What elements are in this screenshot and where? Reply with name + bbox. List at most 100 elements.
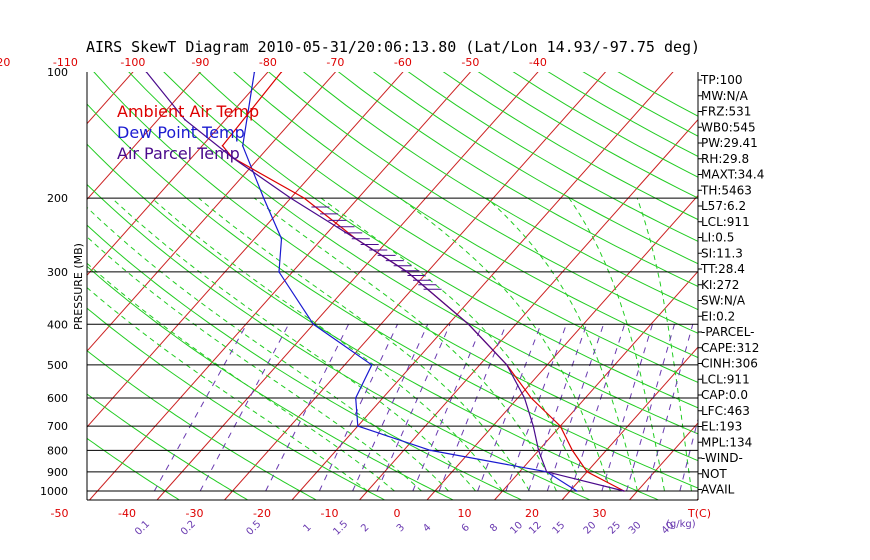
mixing-ratio-label: 10	[508, 520, 525, 537]
isotherm-line	[629, 422, 698, 501]
bottom-temp-unit: T(C)	[687, 507, 711, 520]
legend-dewpoint: Dew Point Temp	[117, 123, 245, 142]
mixing-ratio-label: 8	[488, 522, 500, 534]
mixing-ratio-label: 0.5	[244, 519, 263, 538]
index-label: LI:0.5	[701, 231, 734, 245]
isotherm-line	[426, 194, 698, 501]
mixing-ratio-label: 15	[551, 520, 568, 537]
mixing-ratio-line	[626, 324, 675, 492]
index-label: EI:0.2	[701, 309, 735, 323]
mixing-ratio-line	[646, 324, 694, 492]
dry-adiabat-line	[87, 437, 180, 501]
pressure-tick-label: 400	[47, 318, 68, 331]
isotherm-line	[156, 72, 539, 501]
index-label: EL:193	[701, 420, 742, 434]
dewpoint-profile-point	[429, 449, 432, 452]
isotherm-line	[832, 53, 870, 500]
dewpoint-profile-point	[356, 425, 359, 427]
pressure-tick-label: 300	[47, 266, 68, 279]
dry-adiabat-line	[337, 72, 698, 287]
index-label: FRZ:531	[701, 105, 751, 119]
mixing-ratio-label: 1	[301, 522, 313, 534]
isotherm-line	[87, 72, 337, 352]
legend-parcel: Air Parcel Temp	[117, 144, 240, 163]
dry-adiabat-line	[233, 72, 698, 359]
dry-adiabat-line	[93, 72, 698, 462]
bottom-temp-tick-label: 20	[525, 507, 539, 520]
top-temp-tick-label: -90	[191, 56, 209, 69]
index-label: CAP:0.0	[701, 388, 748, 402]
index-label: WB0:545	[701, 120, 756, 134]
y-axis-label: PRESSURE (MB)	[72, 243, 85, 330]
mixing-ratio-label: 6	[460, 522, 472, 534]
ambient-temp-profile-point	[571, 449, 574, 452]
index-label: TT:28.4	[700, 262, 745, 276]
isotherm-line	[87, 72, 404, 428]
dry-adiabat-line	[87, 103, 698, 489]
mixing-ratio-label: 4	[421, 522, 433, 534]
mixing-ratio-line	[601, 324, 653, 492]
bottom-temp-tick-label: -30	[186, 507, 204, 520]
dry-adiabat-line	[87, 224, 522, 501]
top-temp-tick-label: -40	[529, 56, 547, 69]
mixing-ratio-line	[528, 324, 588, 492]
pressure-tick-label: 900	[47, 466, 68, 479]
pressure-tick-label: 800	[47, 444, 68, 457]
index-label: KI:272	[701, 278, 739, 292]
bottom-temp-tick-label: -20	[253, 507, 271, 520]
mixing-ratio-label: 0.2	[179, 519, 198, 538]
isotherm-line	[0, 53, 15, 500]
isotherm-line	[291, 72, 674, 501]
dry-adiabat-line	[372, 72, 698, 265]
pressure-tick-label: 600	[47, 392, 68, 405]
parcel-temp-profile-point	[523, 397, 526, 399]
parcel-temp-profile-point	[289, 197, 292, 199]
dewpoint-profile-point	[278, 271, 280, 273]
bottom-temp-tick-label: -50	[51, 507, 69, 520]
dry-adiabat-line	[87, 393, 248, 501]
mixing-ratio-label: 30	[627, 520, 644, 537]
mixing-ratio-line	[505, 324, 567, 492]
parcel-temp-profile-point	[537, 449, 540, 452]
pressure-tick-label: 100	[47, 66, 68, 79]
mixing-ratio-label: 0.1	[133, 519, 152, 538]
isotherm-line	[494, 270, 698, 501]
mixing-ratio-line	[199, 324, 290, 492]
parcel-temp-profile-point	[623, 490, 625, 492]
dewpoint-profile-point	[262, 197, 265, 199]
dry-adiabat-line	[163, 72, 698, 409]
top-temp-tick-label: -70	[326, 56, 344, 69]
parcel-temp-profile-point	[145, 72, 148, 73]
top-temp-tick-label: -120	[0, 56, 10, 69]
parcel-temp-profile-point	[406, 271, 409, 273]
dry-adiabat-line	[87, 350, 317, 501]
moist-adiabat-line	[87, 262, 395, 492]
top-temp-tick-label: -110	[53, 56, 78, 69]
mixing-ratio-label: 1.5	[331, 519, 350, 538]
index-label: TH:5463	[700, 183, 752, 197]
top-temp-tick-label: -100	[120, 56, 145, 69]
bottom-temp-tick-label: -40	[118, 507, 136, 520]
parcel-temp-profile-point	[231, 156, 234, 159]
mixing-ratio-label: 25	[606, 520, 623, 537]
mixing-ratio-label: 3	[395, 522, 407, 534]
index-label: -PARCEL-	[701, 325, 755, 339]
dry-adiabat-line	[407, 72, 698, 242]
mixing-ratio-line	[412, 324, 483, 492]
dewpoint-profile	[242, 72, 578, 492]
index-label: MW:N/A	[701, 89, 749, 103]
mixing-ratio-line	[679, 417, 698, 492]
ambient-temp-profile-point	[559, 425, 562, 427]
ambient-temp-profile-point	[530, 397, 533, 399]
dewpoint-profile-point	[241, 144, 244, 147]
index-label: NOT	[701, 467, 727, 481]
index-label: LCL:911	[701, 372, 750, 386]
mixing-ratio-line	[153, 324, 248, 492]
index-label: AVAIL	[701, 483, 735, 497]
isotherm-line	[87, 72, 269, 277]
dewpoint-profile-point	[280, 237, 283, 240]
legend-ambient: Ambient Air Temp	[117, 102, 259, 121]
index-label: PW:29.41	[701, 136, 758, 150]
index-label: TP:100	[700, 73, 743, 87]
mixing-ratio-line	[477, 324, 542, 492]
